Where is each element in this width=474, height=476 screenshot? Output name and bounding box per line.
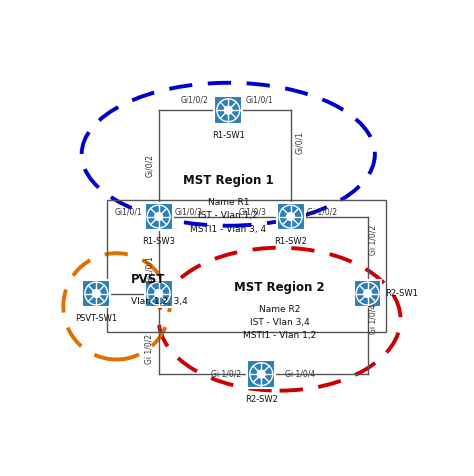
- Circle shape: [287, 213, 294, 220]
- Text: Gi 1/0/2: Gi 1/0/2: [211, 369, 241, 378]
- Text: Gi1/0/1: Gi1/0/1: [114, 207, 142, 216]
- Text: Gi1/0/2: Gi1/0/2: [180, 95, 208, 104]
- Text: R1-SW3: R1-SW3: [142, 237, 175, 246]
- Text: R1-SW2: R1-SW2: [274, 237, 307, 246]
- Circle shape: [92, 289, 100, 298]
- FancyBboxPatch shape: [145, 279, 173, 307]
- Text: Gi1/0/3: Gi1/0/3: [239, 207, 267, 216]
- Circle shape: [155, 213, 163, 220]
- Text: Name R1
IST - Vlan 1,2
MSTI1 - Vlan 3, 4: Name R1 IST - Vlan 1,2 MSTI1 - Vlan 3, 4: [190, 198, 266, 234]
- Text: PSVT-SW1: PSVT-SW1: [75, 314, 118, 323]
- Text: Gi1/0/3: Gi1/0/3: [175, 207, 203, 216]
- Text: Gi 1/0/4: Gi 1/0/4: [369, 304, 377, 334]
- Text: Gi 1/0/2: Gi 1/0/2: [369, 225, 377, 255]
- Text: R1-SW1: R1-SW1: [212, 131, 245, 140]
- Text: Gi 1/0/2: Gi 1/0/2: [307, 207, 337, 216]
- Text: Name R2
IST - Vlan 3,4
MSTI1 - Vlan 1,2: Name R2 IST - Vlan 3,4 MSTI1 - Vlan 1,2: [243, 305, 316, 340]
- Circle shape: [364, 289, 372, 298]
- Text: PVST: PVST: [131, 273, 165, 286]
- Text: Vlan 1,2, 3,4: Vlan 1,2, 3,4: [131, 297, 188, 306]
- FancyBboxPatch shape: [214, 96, 242, 124]
- Text: Gi 1/0/4: Gi 1/0/4: [285, 369, 315, 378]
- Text: MST Region 1: MST Region 1: [183, 174, 273, 187]
- FancyBboxPatch shape: [354, 279, 382, 307]
- FancyBboxPatch shape: [82, 279, 110, 307]
- FancyBboxPatch shape: [247, 360, 275, 388]
- Bar: [107, 200, 386, 332]
- Circle shape: [155, 289, 163, 298]
- FancyBboxPatch shape: [277, 203, 304, 230]
- Text: Gi1/0/1: Gi1/0/1: [246, 95, 273, 104]
- Text: R2-SW1: R2-SW1: [385, 289, 418, 298]
- FancyBboxPatch shape: [145, 203, 173, 230]
- Text: MST Region 2: MST Region 2: [234, 280, 325, 294]
- Text: Gi/0/1: Gi/0/1: [295, 131, 304, 154]
- Circle shape: [257, 370, 265, 378]
- Text: R2-SW2: R2-SW2: [245, 395, 278, 404]
- Circle shape: [224, 106, 232, 114]
- Text: Gi 1/0/2: Gi 1/0/2: [145, 334, 154, 364]
- Text: Gi/0/2: Gi/0/2: [145, 154, 154, 177]
- Text: Gi1/0/1: Gi1/0/1: [145, 255, 154, 283]
